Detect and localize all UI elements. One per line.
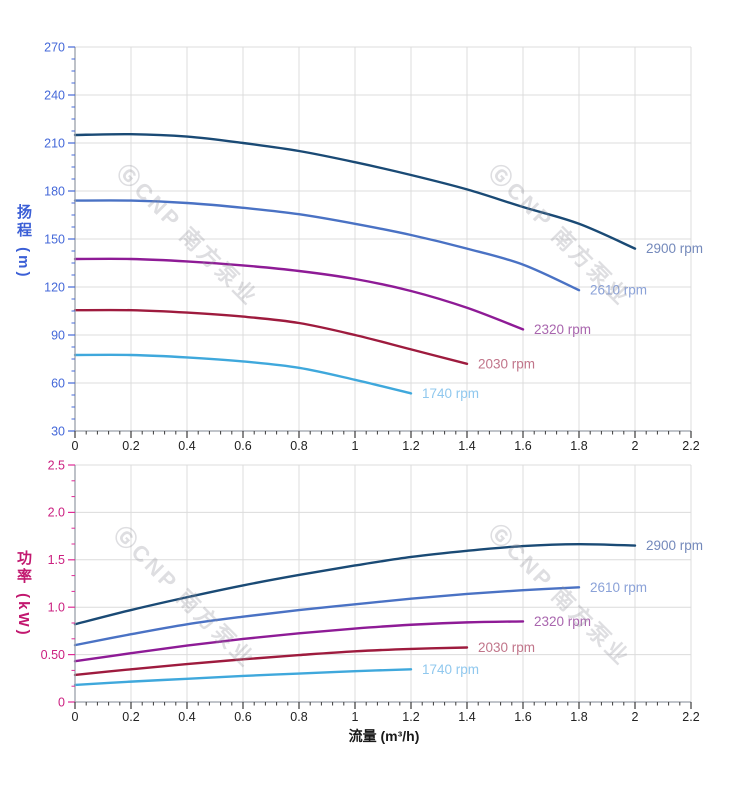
y-tick-label: 60 xyxy=(51,376,65,390)
y-tick-label: 90 xyxy=(51,328,65,342)
x-tick-label: 2 xyxy=(632,710,639,724)
x-tick-label: 2 xyxy=(632,439,639,453)
x-tick-label: 0.6 xyxy=(234,439,251,453)
series-label-2610-rpm: 2610 rpm xyxy=(590,283,647,298)
y-tick-label: 0 xyxy=(58,695,65,709)
series-label-1740-rpm: 1740 rpm xyxy=(422,662,479,677)
flow-axis-title: 流量 (m³/h) xyxy=(348,728,420,744)
x-tick-label: 2.2 xyxy=(682,710,699,724)
x-tick-label: 0.8 xyxy=(290,710,307,724)
curve-1740-rpm xyxy=(73,353,413,395)
y-tick-label: 2.5 xyxy=(48,458,65,472)
curve-2030-rpm xyxy=(73,308,469,365)
x-tick-label: 1.2 xyxy=(402,439,419,453)
y-tick-label: 2.0 xyxy=(48,506,65,520)
x-tick-label: 0 xyxy=(72,710,79,724)
y-tick-label: 150 xyxy=(44,232,65,246)
x-tick-label: 0.2 xyxy=(122,710,139,724)
curve-2320-rpm xyxy=(73,620,525,663)
y-tick-label: 270 xyxy=(44,40,65,54)
y-tick-label: 0.50 xyxy=(41,648,65,662)
series-label-2320-rpm: 2320 rpm xyxy=(534,322,591,337)
x-tick-label: 0.6 xyxy=(234,710,251,724)
curve-2610-rpm xyxy=(73,586,581,647)
y-tick-label: 240 xyxy=(44,88,65,102)
series-label-2320-rpm: 2320 rpm xyxy=(534,614,591,629)
x-tick-label: 1 xyxy=(352,439,359,453)
curve-2320-rpm xyxy=(73,257,525,331)
y-tick-label: 1.0 xyxy=(48,601,65,615)
y-tick-label: 180 xyxy=(44,184,65,198)
y-tick-label: 1.5 xyxy=(48,553,65,567)
x-tick-label: 1.8 xyxy=(570,439,587,453)
x-tick-label: 0.4 xyxy=(178,439,195,453)
x-tick-label: 1.2 xyxy=(402,710,419,724)
curve-1740-rpm xyxy=(73,668,413,687)
power-axis-title: 功率 (kW) xyxy=(15,550,32,638)
series-label-2030-rpm: 2030 rpm xyxy=(478,640,535,655)
x-tick-label: 0.4 xyxy=(178,710,195,724)
x-tick-label: 1.6 xyxy=(514,710,531,724)
x-tick-label: 1.6 xyxy=(514,439,531,453)
x-tick-label: 1.4 xyxy=(458,439,475,453)
y-tick-label: 120 xyxy=(44,280,65,294)
series-label-2900-rpm: 2900 rpm xyxy=(646,538,703,553)
x-tick-label: 1 xyxy=(352,710,359,724)
series-label-2030-rpm: 2030 rpm xyxy=(478,356,535,371)
x-tick-label: 0.2 xyxy=(122,439,139,453)
x-tick-label: 0.8 xyxy=(290,439,307,453)
head-axis-title: 扬程 (m) xyxy=(15,204,32,280)
curve-2610-rpm xyxy=(73,199,581,292)
y-tick-label: 210 xyxy=(44,136,65,150)
curve-2900-rpm xyxy=(73,542,637,626)
series-label-1740-rpm: 1740 rpm xyxy=(422,386,479,401)
x-tick-label: 1.4 xyxy=(458,710,475,724)
y-tick-label: 30 xyxy=(51,424,65,438)
series-label-2610-rpm: 2610 rpm xyxy=(590,580,647,595)
x-tick-label: 0 xyxy=(72,439,79,453)
x-tick-label: 2.2 xyxy=(682,439,699,453)
curve-2900-rpm xyxy=(73,132,637,250)
curve-2030-rpm xyxy=(73,646,469,677)
x-tick-label: 1.8 xyxy=(570,710,587,724)
series-label-2900-rpm: 2900 rpm xyxy=(646,241,703,256)
